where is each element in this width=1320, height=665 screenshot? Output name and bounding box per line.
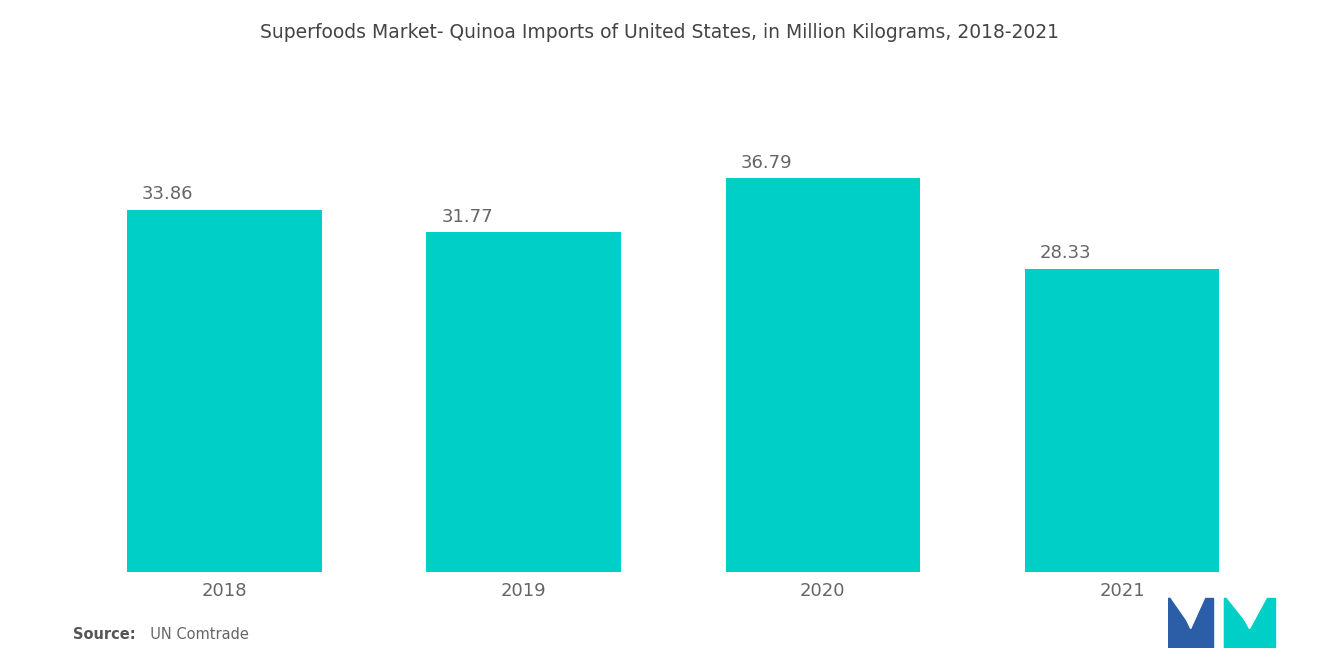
Bar — [127, 209, 322, 572]
Text: UN Comtrade: UN Comtrade — [141, 626, 249, 642]
Bar — [426, 232, 620, 572]
Polygon shape — [1225, 597, 1250, 648]
Polygon shape — [1233, 597, 1266, 628]
Polygon shape — [1225, 597, 1275, 648]
Polygon shape — [1228, 597, 1250, 626]
Bar — [1024, 269, 1220, 572]
Text: 31.77: 31.77 — [441, 207, 492, 225]
Text: Source:: Source: — [73, 626, 135, 642]
Polygon shape — [1168, 597, 1213, 648]
Text: 36.79: 36.79 — [741, 154, 792, 172]
Polygon shape — [1171, 597, 1191, 626]
Text: Superfoods Market- Quinoa Imports of United States, in Million Kilograms, 2018-2: Superfoods Market- Quinoa Imports of Uni… — [260, 23, 1060, 43]
Text: 33.86: 33.86 — [143, 186, 194, 203]
Polygon shape — [1168, 597, 1191, 648]
Text: 28.33: 28.33 — [1040, 245, 1092, 263]
Bar — [726, 178, 920, 572]
Polygon shape — [1176, 597, 1205, 628]
